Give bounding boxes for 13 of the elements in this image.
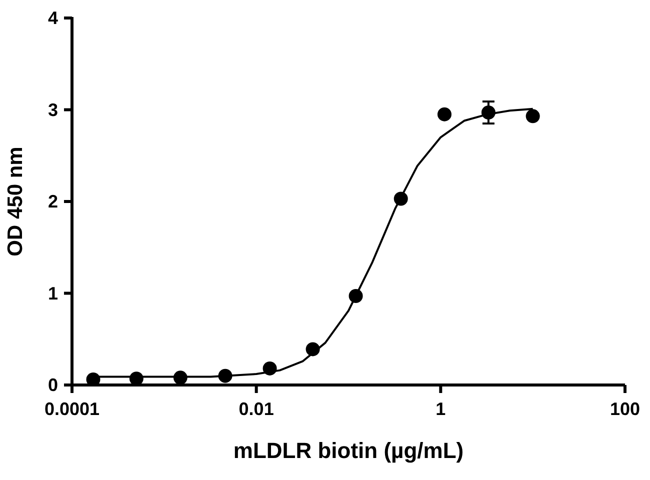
x-tick-label: 0.0001 xyxy=(44,399,100,419)
y-tick-label: 3 xyxy=(48,100,58,120)
x-tick-label: 0.01 xyxy=(238,399,274,419)
y-tick-label: 0 xyxy=(48,375,58,395)
y-tick-label: 2 xyxy=(48,192,58,212)
y-tick-label: 1 xyxy=(48,283,58,304)
point xyxy=(526,109,540,124)
x-tick-label: 1 xyxy=(436,399,446,419)
x-tick-label: 100 xyxy=(610,399,640,419)
y-tick-label: 4 xyxy=(48,8,58,28)
y-axis-title: OD 450 nm xyxy=(4,146,27,256)
x-axis-title: mLDLR biotin (µg/mL) xyxy=(233,438,464,463)
point xyxy=(437,107,452,122)
